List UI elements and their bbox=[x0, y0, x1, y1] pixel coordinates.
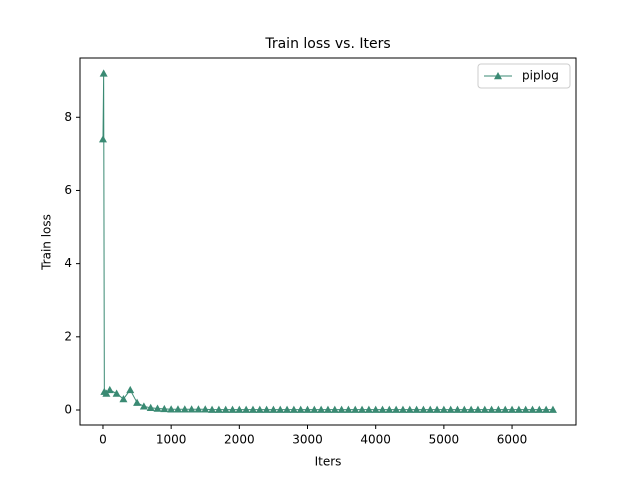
data-marker bbox=[102, 389, 111, 397]
data-line bbox=[102, 73, 553, 411]
x-tick-label: 5000 bbox=[429, 433, 460, 447]
data-marker bbox=[221, 405, 230, 413]
data-marker bbox=[446, 405, 455, 413]
data-marker bbox=[371, 405, 380, 413]
data-marker bbox=[153, 404, 162, 412]
data-marker bbox=[98, 135, 107, 143]
data-marker bbox=[214, 405, 223, 413]
data-marker bbox=[126, 385, 135, 394]
data-marker bbox=[248, 405, 257, 413]
data-marker bbox=[494, 405, 503, 413]
data-marker bbox=[426, 405, 435, 413]
data-marker bbox=[419, 405, 428, 413]
data-marker bbox=[548, 405, 557, 413]
x-tick-label: 6000 bbox=[497, 433, 528, 447]
data-marker bbox=[385, 405, 394, 413]
data-marker bbox=[99, 69, 108, 77]
data-marker bbox=[439, 405, 448, 413]
data-marker bbox=[133, 398, 142, 406]
x-tick-label: 3000 bbox=[292, 433, 323, 447]
data-marker bbox=[119, 395, 128, 403]
data-marker bbox=[139, 402, 148, 410]
data-marker bbox=[167, 405, 176, 413]
chart-title: Train loss vs. Iters bbox=[264, 36, 390, 52]
data-marker bbox=[146, 403, 155, 412]
data-marker bbox=[201, 405, 210, 413]
data-marker bbox=[235, 405, 244, 413]
data-marker bbox=[453, 405, 462, 413]
data-marker bbox=[473, 405, 482, 413]
data-marker bbox=[480, 405, 489, 413]
data-marker bbox=[173, 405, 182, 413]
data-marker bbox=[405, 405, 414, 413]
data-marker bbox=[283, 405, 292, 413]
legend-label: piplog bbox=[522, 69, 559, 83]
data-marker bbox=[392, 405, 401, 413]
data-marker bbox=[535, 405, 544, 413]
data-marker bbox=[228, 405, 237, 413]
data-marker bbox=[460, 405, 469, 413]
x-tick-label: 1000 bbox=[156, 433, 187, 447]
data-marker bbox=[194, 405, 203, 413]
x-tick-label: 4000 bbox=[360, 433, 391, 447]
data-marker bbox=[528, 405, 537, 413]
data-marker bbox=[187, 405, 196, 413]
data-marker bbox=[242, 405, 251, 413]
data-marker bbox=[296, 405, 305, 413]
data-marker bbox=[255, 405, 264, 413]
data-marker bbox=[467, 405, 476, 413]
data-marker bbox=[364, 405, 373, 413]
y-tick-label: 0 bbox=[64, 402, 72, 416]
data-marker bbox=[112, 389, 121, 397]
data-marker bbox=[269, 405, 278, 413]
data-marker bbox=[508, 405, 517, 413]
data-marker bbox=[310, 405, 319, 413]
data-marker bbox=[289, 405, 298, 413]
y-tick-label: 8 bbox=[64, 110, 72, 124]
x-tick-label: 2000 bbox=[224, 433, 255, 447]
data-marker bbox=[351, 405, 360, 413]
data-marker bbox=[337, 405, 346, 413]
data-marker bbox=[262, 405, 271, 413]
y-tick-label: 6 bbox=[64, 183, 72, 197]
y-axis-label: Train loss bbox=[40, 214, 54, 271]
data-marker bbox=[330, 405, 339, 413]
x-tick-label: 0 bbox=[99, 433, 107, 447]
legend-marker bbox=[494, 72, 502, 80]
data-marker bbox=[433, 405, 442, 413]
data-marker bbox=[276, 405, 285, 413]
data-marker bbox=[317, 405, 326, 413]
data-marker bbox=[514, 405, 523, 413]
data-marker bbox=[180, 405, 189, 413]
data-marker bbox=[378, 405, 387, 413]
legend-box bbox=[477, 63, 571, 89]
plot-frame bbox=[79, 57, 577, 426]
data-marker bbox=[521, 405, 530, 413]
data-marker bbox=[412, 405, 421, 413]
y-tick-label: 4 bbox=[64, 256, 72, 270]
data-marker bbox=[105, 385, 114, 394]
data-marker bbox=[542, 405, 551, 413]
data-marker bbox=[358, 405, 367, 413]
data-marker bbox=[303, 405, 312, 413]
data-marker bbox=[160, 404, 169, 413]
data-marker bbox=[501, 405, 510, 413]
data-marker bbox=[398, 405, 407, 413]
data-marker bbox=[344, 405, 353, 413]
data-marker bbox=[487, 405, 496, 413]
data-marker bbox=[208, 405, 217, 413]
y-tick-label: 2 bbox=[64, 329, 72, 343]
data-marker bbox=[323, 405, 332, 413]
x-axis-label: Iters bbox=[315, 455, 342, 469]
